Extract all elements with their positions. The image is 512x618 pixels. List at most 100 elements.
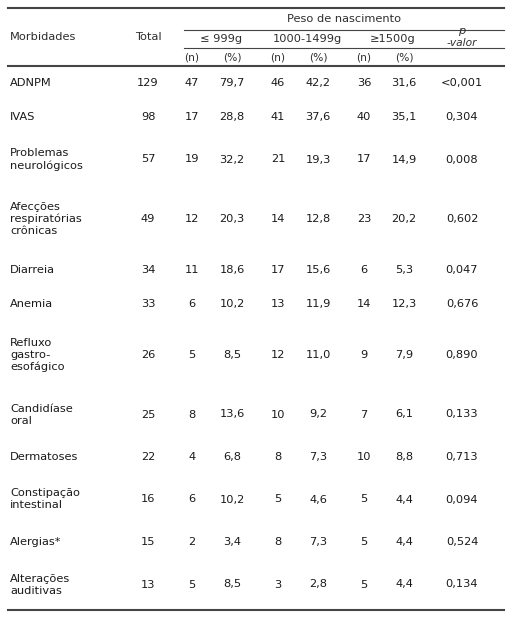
Text: 0,008: 0,008 bbox=[445, 154, 478, 164]
Text: 25: 25 bbox=[141, 410, 155, 420]
Text: 8,5: 8,5 bbox=[223, 580, 241, 590]
Text: 23: 23 bbox=[357, 214, 371, 224]
Text: 11: 11 bbox=[185, 265, 199, 275]
Text: 2: 2 bbox=[188, 537, 196, 547]
Text: 7: 7 bbox=[360, 410, 368, 420]
Text: (%): (%) bbox=[223, 52, 241, 62]
Text: Dermatoses: Dermatoses bbox=[10, 452, 78, 462]
Text: 46: 46 bbox=[271, 78, 285, 88]
Text: 15: 15 bbox=[141, 537, 155, 547]
Text: 13,6: 13,6 bbox=[219, 410, 245, 420]
Text: 8: 8 bbox=[274, 452, 282, 462]
Text: 11,9: 11,9 bbox=[305, 299, 331, 309]
Text: Refluxo
gastro-
esofágico: Refluxo gastro- esofágico bbox=[10, 337, 65, 372]
Text: -valor: -valor bbox=[447, 38, 477, 48]
Text: 33: 33 bbox=[141, 299, 155, 309]
Text: ≤ 999g: ≤ 999g bbox=[200, 34, 242, 44]
Text: 14: 14 bbox=[357, 299, 371, 309]
Text: 0,676: 0,676 bbox=[446, 299, 478, 309]
Text: 17: 17 bbox=[271, 265, 285, 275]
Text: 4,4: 4,4 bbox=[395, 494, 413, 504]
Text: Anemia: Anemia bbox=[10, 299, 53, 309]
Text: 8,8: 8,8 bbox=[395, 452, 413, 462]
Text: 36: 36 bbox=[357, 78, 371, 88]
Text: 18,6: 18,6 bbox=[219, 265, 245, 275]
Text: 6,1: 6,1 bbox=[395, 410, 413, 420]
Text: Constipação
intestinal: Constipação intestinal bbox=[10, 488, 80, 510]
Text: (n): (n) bbox=[184, 52, 200, 62]
Text: 5: 5 bbox=[360, 537, 368, 547]
Text: 32,2: 32,2 bbox=[220, 154, 245, 164]
Text: 17: 17 bbox=[185, 112, 199, 122]
Text: (%): (%) bbox=[395, 52, 413, 62]
Text: Diarreia: Diarreia bbox=[10, 265, 55, 275]
Text: 5,3: 5,3 bbox=[395, 265, 413, 275]
Text: 14,9: 14,9 bbox=[391, 154, 417, 164]
Text: 19,3: 19,3 bbox=[305, 154, 331, 164]
Text: 7,3: 7,3 bbox=[309, 537, 327, 547]
Text: 5: 5 bbox=[360, 494, 368, 504]
Text: 20,2: 20,2 bbox=[392, 214, 417, 224]
Text: Total: Total bbox=[135, 32, 161, 42]
Text: (n): (n) bbox=[356, 52, 372, 62]
Text: 5: 5 bbox=[274, 494, 282, 504]
Text: 0,524: 0,524 bbox=[446, 537, 478, 547]
Text: 10,2: 10,2 bbox=[219, 494, 245, 504]
Text: 57: 57 bbox=[141, 154, 155, 164]
Text: (%): (%) bbox=[309, 52, 327, 62]
Text: 12: 12 bbox=[271, 350, 285, 360]
Text: 3,4: 3,4 bbox=[223, 537, 241, 547]
Text: 12,3: 12,3 bbox=[391, 299, 417, 309]
Text: 47: 47 bbox=[185, 78, 199, 88]
Text: 0,602: 0,602 bbox=[446, 214, 478, 224]
Text: (n): (n) bbox=[270, 52, 286, 62]
Text: ≥1500g: ≥1500g bbox=[370, 34, 416, 44]
Text: 31,6: 31,6 bbox=[391, 78, 417, 88]
Text: 5: 5 bbox=[188, 350, 196, 360]
Text: 4,4: 4,4 bbox=[395, 537, 413, 547]
Text: 6,8: 6,8 bbox=[223, 452, 241, 462]
Text: 98: 98 bbox=[141, 112, 155, 122]
Text: Afecções
respiratórias
crônicas: Afecções respiratórias crônicas bbox=[10, 201, 82, 236]
Text: 0,890: 0,890 bbox=[445, 350, 478, 360]
Text: 15,6: 15,6 bbox=[305, 265, 331, 275]
Text: p: p bbox=[458, 26, 465, 36]
Text: Morbidades: Morbidades bbox=[10, 32, 76, 42]
Text: 0,094: 0,094 bbox=[446, 494, 478, 504]
Text: 41: 41 bbox=[271, 112, 285, 122]
Text: 35,1: 35,1 bbox=[391, 112, 417, 122]
Text: 16: 16 bbox=[141, 494, 155, 504]
Text: 4: 4 bbox=[188, 452, 196, 462]
Text: Candidíase
oral: Candidíase oral bbox=[10, 404, 73, 426]
Text: <0,001: <0,001 bbox=[441, 78, 483, 88]
Text: 12,8: 12,8 bbox=[305, 214, 331, 224]
Text: 19: 19 bbox=[185, 154, 199, 164]
Text: Problemas
neurológicos: Problemas neurológicos bbox=[10, 148, 83, 171]
Text: 5: 5 bbox=[360, 580, 368, 590]
Text: 5: 5 bbox=[188, 580, 196, 590]
Text: 17: 17 bbox=[357, 154, 371, 164]
Text: 12: 12 bbox=[185, 214, 199, 224]
Text: 9: 9 bbox=[360, 350, 368, 360]
Text: 6: 6 bbox=[360, 265, 368, 275]
Text: 0,304: 0,304 bbox=[446, 112, 478, 122]
Text: 0,047: 0,047 bbox=[446, 265, 478, 275]
Text: IVAS: IVAS bbox=[10, 112, 35, 122]
Text: 0,133: 0,133 bbox=[445, 410, 478, 420]
Text: Peso de nascimento: Peso de nascimento bbox=[287, 14, 401, 24]
Text: 6: 6 bbox=[188, 299, 196, 309]
Text: 129: 129 bbox=[137, 78, 159, 88]
Text: 22: 22 bbox=[141, 452, 155, 462]
Text: 4,6: 4,6 bbox=[309, 494, 327, 504]
Text: 21: 21 bbox=[271, 154, 285, 164]
Text: 7,9: 7,9 bbox=[395, 350, 413, 360]
Text: ADNPM: ADNPM bbox=[10, 78, 52, 88]
Text: 0,713: 0,713 bbox=[445, 452, 478, 462]
Text: 7,3: 7,3 bbox=[309, 452, 327, 462]
Text: 8: 8 bbox=[188, 410, 196, 420]
Text: 9,2: 9,2 bbox=[309, 410, 327, 420]
Text: 14: 14 bbox=[271, 214, 285, 224]
Text: 4,4: 4,4 bbox=[395, 580, 413, 590]
Text: 13: 13 bbox=[271, 299, 285, 309]
Text: 6: 6 bbox=[188, 494, 196, 504]
